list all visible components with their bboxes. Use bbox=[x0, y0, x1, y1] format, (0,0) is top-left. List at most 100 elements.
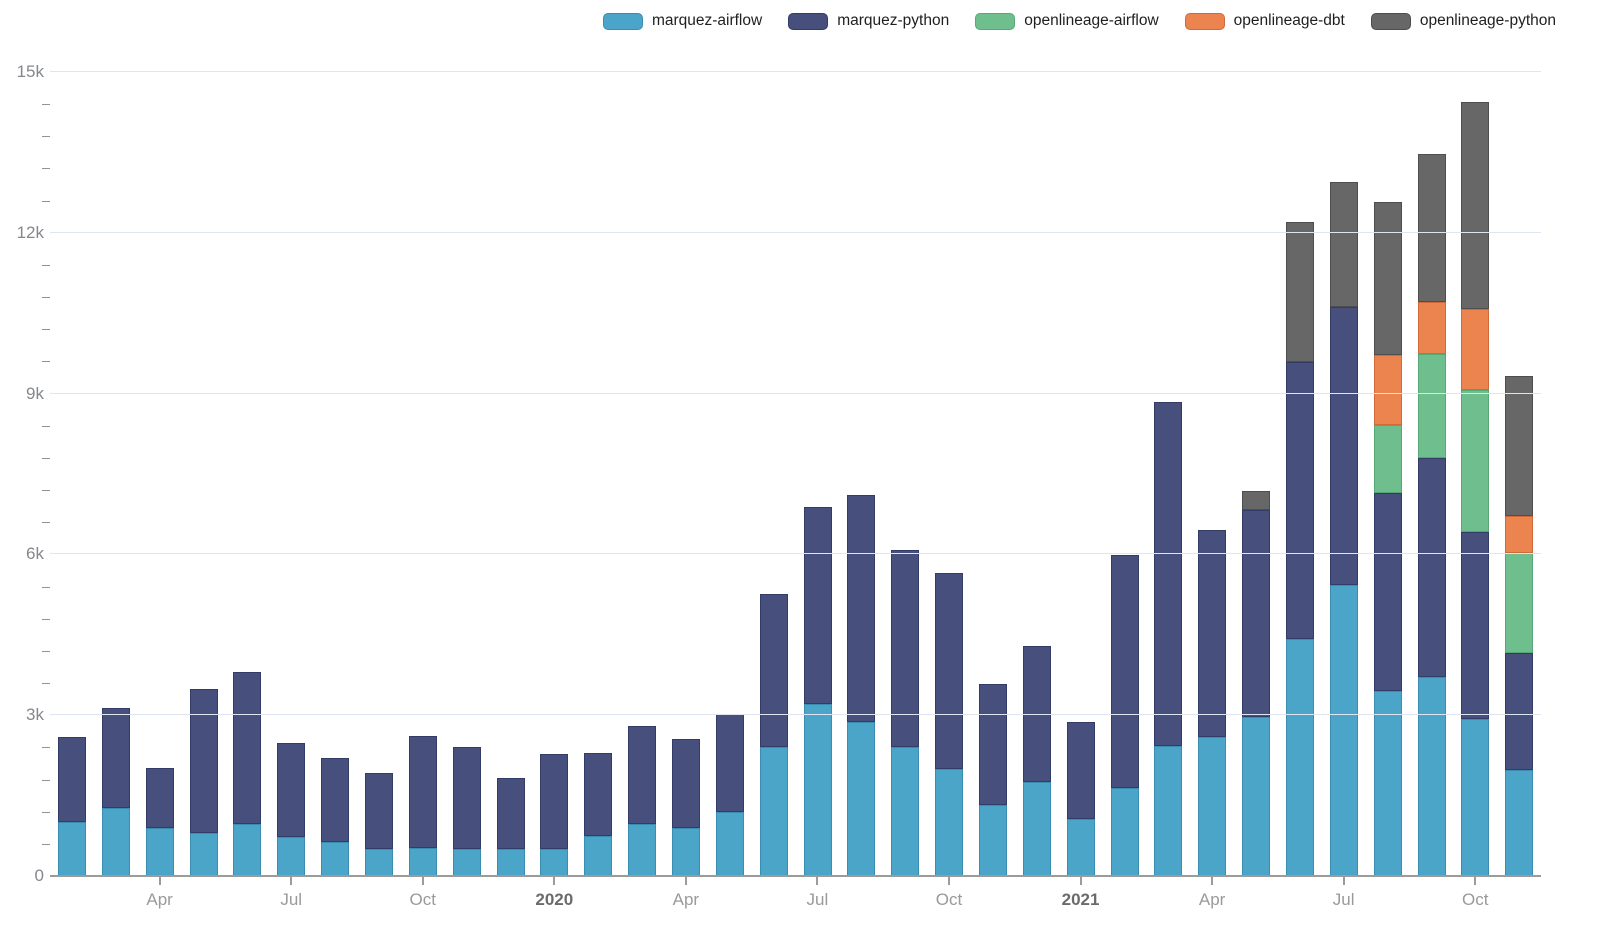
bar-segment-marquez-python[interactable] bbox=[803, 506, 832, 705]
bar-2020-12[interactable] bbox=[1015, 72, 1059, 876]
bar-2019-06[interactable] bbox=[225, 72, 269, 876]
bar-segment-marquez-airflow[interactable] bbox=[1505, 769, 1534, 876]
bar-2020-01[interactable] bbox=[532, 72, 576, 876]
bar-segment-marquez-airflow[interactable] bbox=[408, 847, 437, 876]
bar-segment-marquez-airflow[interactable] bbox=[189, 833, 218, 876]
bar-segment-openlineage-python[interactable] bbox=[1285, 221, 1314, 362]
bar-2020-11[interactable] bbox=[971, 72, 1015, 876]
bar-segment-marquez-python[interactable] bbox=[628, 726, 657, 825]
bar-segment-marquez-airflow[interactable] bbox=[1066, 819, 1095, 876]
bar-segment-openlineage-python[interactable] bbox=[1329, 181, 1358, 308]
bar-segment-marquez-python[interactable] bbox=[584, 752, 613, 836]
bar-segment-marquez-python[interactable] bbox=[1198, 529, 1227, 737]
bar-segment-marquez-python[interactable] bbox=[321, 757, 350, 842]
bar-segment-marquez-airflow[interactable] bbox=[891, 747, 920, 876]
bar-2019-07[interactable] bbox=[269, 72, 313, 876]
bar-segment-marquez-python[interactable] bbox=[1329, 307, 1358, 585]
bar-segment-marquez-airflow[interactable] bbox=[628, 824, 657, 876]
bar-segment-marquez-python[interactable] bbox=[364, 772, 393, 850]
bar-segment-marquez-python[interactable] bbox=[1154, 402, 1183, 746]
bar-segment-marquez-airflow[interactable] bbox=[233, 824, 262, 876]
bar-segment-marquez-python[interactable] bbox=[1022, 646, 1051, 782]
bar-segment-marquez-airflow[interactable] bbox=[145, 827, 174, 876]
bar-2021-04[interactable] bbox=[1190, 72, 1234, 876]
bar-segment-marquez-airflow[interactable] bbox=[452, 849, 481, 876]
bar-2020-09[interactable] bbox=[883, 72, 927, 876]
bar-segment-marquez-python[interactable] bbox=[978, 683, 1007, 805]
bar-segment-marquez-airflow[interactable] bbox=[584, 835, 613, 876]
bar-segment-openlineage-dbt[interactable] bbox=[1505, 515, 1534, 553]
bar-segment-marquez-airflow[interactable] bbox=[1285, 638, 1314, 876]
bar-2020-07[interactable] bbox=[796, 72, 840, 876]
bar-segment-marquez-airflow[interactable] bbox=[57, 822, 86, 876]
bar-segment-marquez-airflow[interactable] bbox=[671, 827, 700, 876]
bar-segment-openlineage-dbt[interactable] bbox=[1461, 308, 1490, 391]
bar-segment-openlineage-dbt[interactable] bbox=[1417, 301, 1446, 354]
bar-2020-10[interactable] bbox=[927, 72, 971, 876]
bar-2019-10[interactable] bbox=[401, 72, 445, 876]
bar-segment-marquez-airflow[interactable] bbox=[496, 849, 525, 876]
bar-segment-marquez-airflow[interactable] bbox=[540, 849, 569, 876]
bar-segment-marquez-python[interactable] bbox=[1285, 361, 1314, 639]
bar-segment-marquez-python[interactable] bbox=[715, 713, 744, 812]
bar-2021-08[interactable] bbox=[1366, 72, 1410, 876]
bar-segment-marquez-airflow[interactable] bbox=[1329, 584, 1358, 876]
bar-segment-marquez-airflow[interactable] bbox=[759, 747, 788, 876]
bar-segment-marquez-python[interactable] bbox=[1505, 652, 1534, 770]
legend-item-openlineage-python[interactable]: openlineage-python bbox=[1370, 12, 1556, 30]
bar-segment-openlineage-airflow[interactable] bbox=[1373, 424, 1402, 493]
bar-2020-02[interactable] bbox=[576, 72, 620, 876]
bar-segment-marquez-python[interactable] bbox=[759, 594, 788, 748]
bar-2019-08[interactable] bbox=[313, 72, 357, 876]
bar-segment-marquez-python[interactable] bbox=[1461, 531, 1490, 719]
bar-2020-05[interactable] bbox=[708, 72, 752, 876]
bar-segment-openlineage-python[interactable] bbox=[1242, 490, 1271, 510]
bar-segment-marquez-python[interactable] bbox=[496, 777, 525, 850]
legend-item-openlineage-airflow[interactable]: openlineage-airflow bbox=[975, 12, 1159, 30]
bar-segment-marquez-airflow[interactable] bbox=[1154, 745, 1183, 876]
bar-segment-marquez-airflow[interactable] bbox=[364, 849, 393, 876]
bar-segment-marquez-airflow[interactable] bbox=[321, 841, 350, 876]
legend-item-marquez-python[interactable]: marquez-python bbox=[788, 12, 949, 30]
bar-2021-10[interactable] bbox=[1454, 72, 1498, 876]
bar-2021-06[interactable] bbox=[1278, 72, 1322, 876]
bar-segment-marquez-python[interactable] bbox=[1242, 509, 1271, 717]
bar-segment-openlineage-airflow[interactable] bbox=[1417, 353, 1446, 459]
bar-segment-marquez-python[interactable] bbox=[935, 573, 964, 769]
bar-segment-marquez-airflow[interactable] bbox=[935, 768, 964, 876]
bar-2020-08[interactable] bbox=[839, 72, 883, 876]
bar-segment-marquez-airflow[interactable] bbox=[978, 804, 1007, 876]
bar-segment-openlineage-python[interactable] bbox=[1373, 201, 1402, 355]
bar-segment-marquez-python[interactable] bbox=[189, 689, 218, 834]
bar-2021-09[interactable] bbox=[1410, 72, 1454, 876]
bar-segment-openlineage-python[interactable] bbox=[1461, 101, 1490, 309]
bar-segment-openlineage-python[interactable] bbox=[1417, 153, 1446, 302]
bar-segment-marquez-airflow[interactable] bbox=[1373, 690, 1402, 876]
bar-segment-openlineage-python[interactable] bbox=[1505, 376, 1534, 516]
bar-segment-marquez-airflow[interactable] bbox=[803, 704, 832, 876]
bar-2020-06[interactable] bbox=[752, 72, 796, 876]
bar-segment-marquez-python[interactable] bbox=[452, 747, 481, 850]
bar-segment-marquez-airflow[interactable] bbox=[101, 807, 130, 876]
bar-segment-marquez-airflow[interactable] bbox=[1198, 736, 1227, 876]
legend-item-marquez-airflow[interactable]: marquez-airflow bbox=[602, 12, 762, 30]
bar-2021-03[interactable] bbox=[1146, 72, 1190, 876]
bar-segment-openlineage-dbt[interactable] bbox=[1373, 354, 1402, 425]
bar-segment-marquez-python[interactable] bbox=[408, 735, 437, 848]
bar-2019-04[interactable] bbox=[138, 72, 182, 876]
bar-segment-marquez-python[interactable] bbox=[101, 708, 130, 808]
bar-2019-12[interactable] bbox=[489, 72, 533, 876]
bar-2021-05[interactable] bbox=[1234, 72, 1278, 876]
bar-2021-07[interactable] bbox=[1322, 72, 1366, 876]
bar-segment-openlineage-airflow[interactable] bbox=[1461, 390, 1490, 532]
bar-2019-05[interactable] bbox=[182, 72, 226, 876]
bar-segment-marquez-python[interactable] bbox=[1110, 554, 1139, 788]
bar-2019-02[interactable] bbox=[50, 72, 94, 876]
bar-2020-04[interactable] bbox=[664, 72, 708, 876]
legend-item-openlineage-dbt[interactable]: openlineage-dbt bbox=[1184, 12, 1345, 30]
bar-segment-marquez-python[interactable] bbox=[233, 672, 262, 825]
bar-segment-marquez-airflow[interactable] bbox=[1242, 716, 1271, 876]
bar-segment-marquez-python[interactable] bbox=[1373, 492, 1402, 691]
bar-segment-marquez-python[interactable] bbox=[847, 495, 876, 723]
bar-segment-marquez-python[interactable] bbox=[1066, 721, 1095, 820]
